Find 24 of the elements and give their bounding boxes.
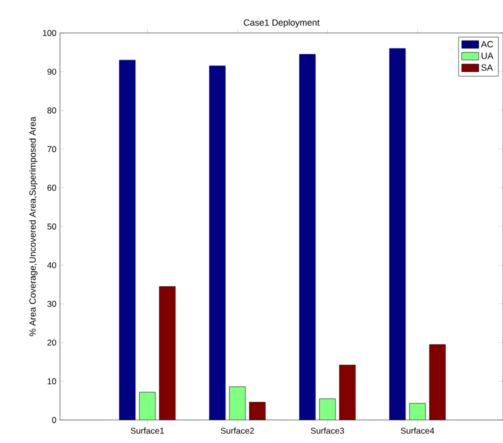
y-tick-label: 60 [48,184,56,191]
y-tick-label: 30 [47,300,56,307]
y-tick-label: 80 [47,107,56,114]
y-tick-label: 10 [48,378,56,384]
y-tick-label: 20 [47,340,56,346]
y-tick-label: 50 [47,223,56,230]
y-tick-label: 40 [47,262,56,268]
y-tick-label: 90 [47,68,56,75]
x-tick-label: Surface3 [310,428,344,434]
bar [299,54,316,420]
x-tick-label: Surface4 [400,428,434,434]
x-tick-label: Surface2 [220,428,254,434]
y-axis-title: % Area Coverage,Uncovered Area,Superimposed Area [29,116,38,336]
y-tick-label: 70 [48,146,56,152]
x-tick-label: Surface1 [130,428,164,434]
bar [209,66,226,420]
legend-label: SA [481,64,493,71]
chart-title: Case1 Deployment [244,19,320,28]
legend-label: UA [482,52,494,60]
bar [389,48,406,420]
legend-label: AC [480,41,494,48]
y-tick-label: 100 [43,30,56,36]
bar [119,60,136,420]
y-tick-label: 0 [52,416,56,423]
